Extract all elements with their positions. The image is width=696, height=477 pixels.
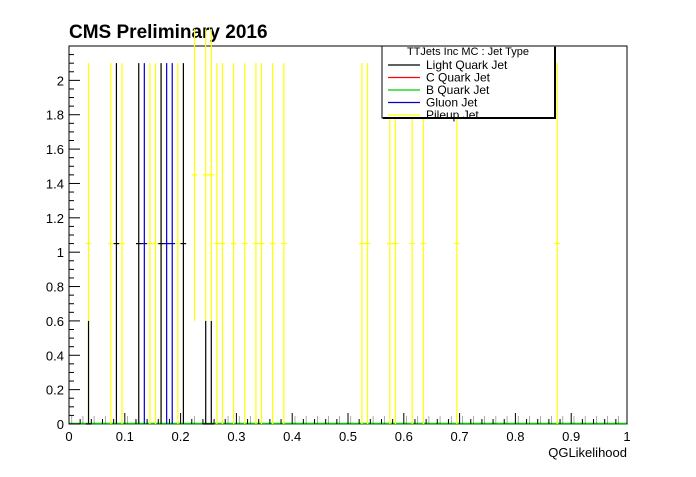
x-tick-label: 0.8 [506, 429, 524, 444]
y-tick-label: 0.6 [46, 314, 64, 329]
legend-entry-label: Gluon Jet [426, 96, 478, 110]
y-tick-label: 1.4 [46, 176, 64, 191]
y-tick-label: 0 [57, 417, 64, 432]
legend-entry-label: C Quark Jet [426, 71, 491, 85]
series-light-quark-jet [85, 63, 215, 425]
series-pileup-jet [85, 28, 561, 424]
legend-entry-label: Pileup Jet [426, 108, 479, 122]
x-tick-label: 0.1 [116, 429, 134, 444]
x-tick-label: 0.3 [227, 429, 245, 444]
chart-title: CMS Preliminary 2016 [69, 22, 268, 43]
legend: TTJets Inc MC : Jet Type Light Quark Jet… [381, 45, 556, 122]
legend-shadow-right [554, 47, 556, 119]
y-tick-label: 1.8 [46, 108, 64, 123]
x-tick-label: 0.9 [562, 429, 580, 444]
x-tick-label: 0.2 [172, 429, 190, 444]
series-gluon-jet [141, 63, 176, 424]
y-tick-label: 1 [57, 245, 64, 260]
series-layer [69, 28, 627, 425]
y-tick-label: 0.4 [46, 348, 64, 363]
legend-header: TTJets Inc MC : Jet Type [407, 46, 529, 58]
x-tick-label: 0 [65, 429, 72, 444]
axis-layer: 0 0.1 0.2 0.3 0.4 0.5 0.6 0.7 0.8 0.9 1 0 0.2 0.4 0.6 0… [46, 45, 631, 444]
y-tick-label: 2 [57, 73, 64, 88]
y-tick-label: 0.2 [46, 383, 64, 398]
y-tick-label: 1.2 [46, 211, 64, 226]
x-tick-label: 1 [623, 429, 630, 444]
x-tick-label: 0.6 [395, 429, 413, 444]
x-tick-label: 0.7 [451, 429, 469, 444]
legend-entry-label: B Quark Jet [426, 83, 490, 97]
legend-entry-label: Light Quark Jet [426, 58, 508, 72]
x-tick-label: 0.5 [339, 429, 357, 444]
legend-shadow-bottom [383, 117, 555, 119]
y-tick-label: 1.6 [46, 142, 64, 157]
x-axis-label: QGLikelihood [548, 445, 627, 460]
y-tick-label: 0.8 [46, 280, 64, 295]
x-tick-label: 0.4 [283, 429, 301, 444]
